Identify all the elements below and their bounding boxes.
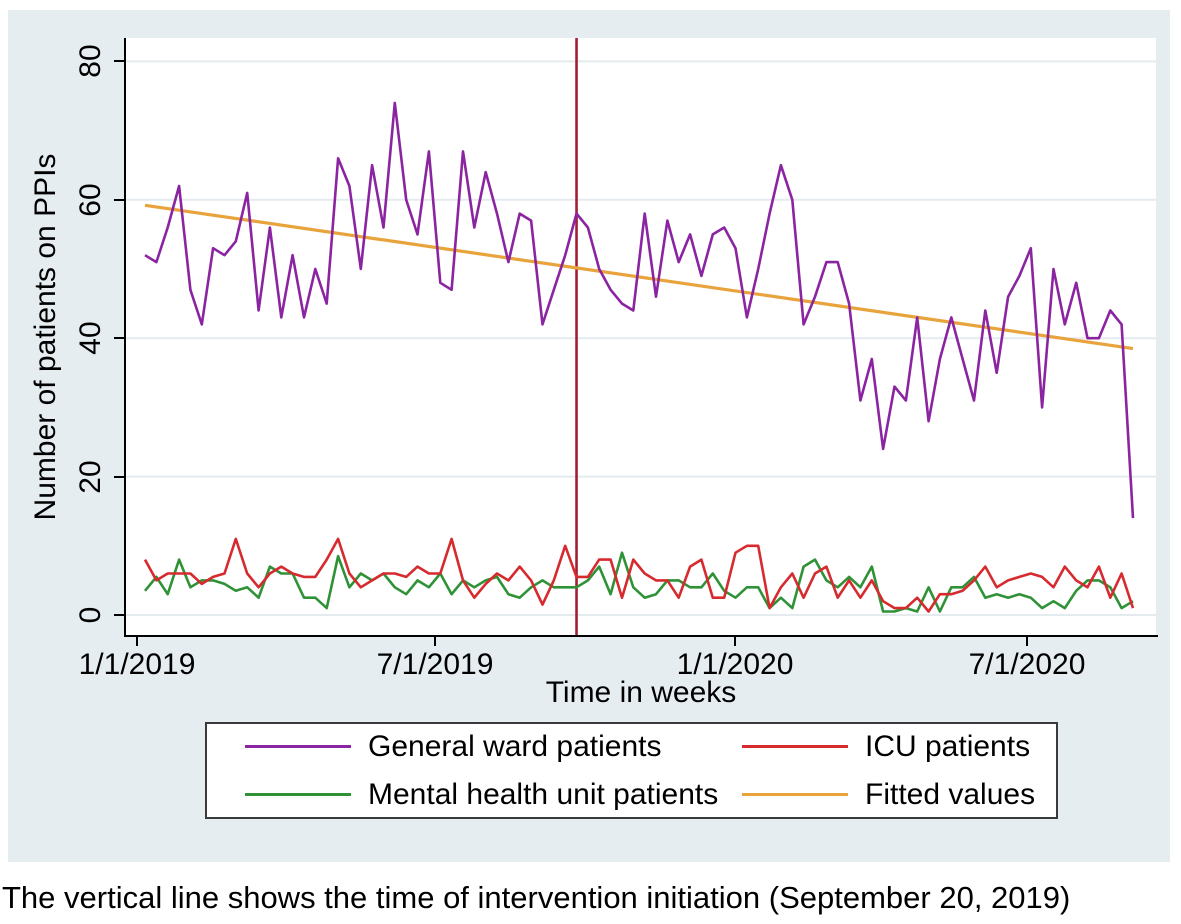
legend-line-swatch xyxy=(742,745,848,748)
y-tick-mark xyxy=(114,475,124,478)
icu-line xyxy=(143,537,1135,613)
x-axis-title: Time in weeks xyxy=(545,676,737,709)
legend-label: Mental health unit patients xyxy=(368,777,719,811)
legend-entry: General ward patients xyxy=(207,730,704,764)
y-tick-mark xyxy=(114,198,124,201)
x-tick-label: 7/1/2019 xyxy=(376,648,494,681)
mental-health-line xyxy=(143,551,1134,613)
y-tick-mark xyxy=(114,614,124,616)
y-axis-title: Number of patients on PPIs xyxy=(29,153,62,521)
legend-label: General ward patients xyxy=(368,729,662,763)
plot-area xyxy=(126,38,1156,635)
x-tick-mark xyxy=(136,637,138,646)
x-tick-mark xyxy=(734,637,736,646)
x-axis-line xyxy=(124,635,1158,637)
y-tick-mark xyxy=(114,337,124,340)
legend-line-swatch xyxy=(245,745,351,748)
line-chart xyxy=(126,38,1156,635)
figure-caption: The vertical line shows the time of inte… xyxy=(2,880,1071,915)
fitted-values-line xyxy=(144,203,1134,351)
x-tick-label: 1/1/2019 xyxy=(78,648,196,681)
legend-line-swatch xyxy=(742,793,848,796)
legend-entry: Fitted values xyxy=(704,778,1056,812)
y-axis-line xyxy=(124,38,126,637)
y-tick-label: 0 xyxy=(74,606,107,624)
legend-label: ICU patients xyxy=(865,729,1031,763)
x-tick-mark xyxy=(434,637,436,646)
y-tick-label: 40 xyxy=(74,321,107,355)
legend-entry: ICU patients xyxy=(704,730,1056,764)
y-tick-label: 20 xyxy=(74,459,107,494)
y-tick-label: 80 xyxy=(74,44,107,79)
x-tick-mark xyxy=(1026,637,1028,646)
legend-entry: Mental health unit patients xyxy=(207,778,718,812)
y-tick-label: 60 xyxy=(74,183,107,217)
chart-panel: Number of patients on PPIs 0 20 40 60 80 1/1… xyxy=(8,10,1170,862)
legend-line-swatch xyxy=(245,793,351,796)
legend-box: General ward patients ICU patients Mental … xyxy=(205,722,1058,819)
legend-label: Fitted values xyxy=(865,777,1036,811)
y-tick-mark xyxy=(114,60,124,63)
x-tick-label: 7/1/2020 xyxy=(968,648,1086,681)
general-ward-line xyxy=(144,101,1135,519)
x-tick-label: 1/1/2020 xyxy=(676,648,794,681)
